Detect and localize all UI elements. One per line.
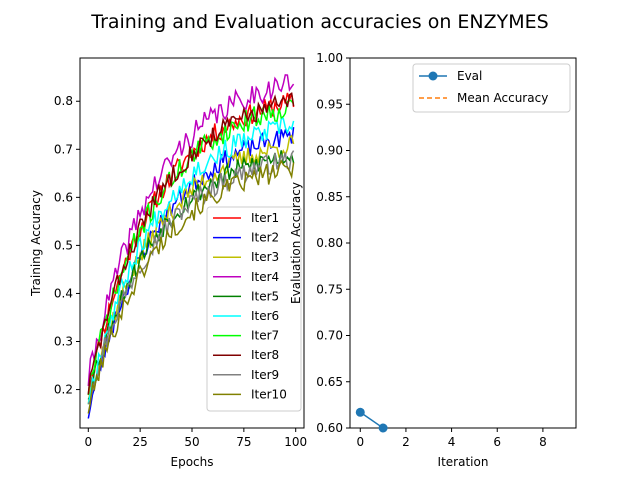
y-tick-label: 0.75 (316, 282, 343, 296)
evaluation-legend: Eval Mean Accuracy (412, 63, 571, 113)
legend-box (412, 63, 571, 113)
legend-label: Iter5 (251, 289, 279, 303)
y-tick-label: 1.00 (316, 51, 343, 65)
legend-label: Iter10 (251, 387, 287, 401)
x-tick-label: 0 (84, 435, 92, 449)
x-tick-label: 2 (402, 435, 410, 449)
y-tick-label: 0.90 (316, 144, 343, 158)
y-tick-label: 0.80 (316, 236, 343, 250)
legend-label: Iter4 (251, 270, 279, 284)
y-tick-label: 0.8 (54, 94, 73, 108)
eval-line (359, 411, 384, 429)
legend-label: Iter7 (251, 329, 279, 343)
legend-box (206, 206, 302, 412)
evaluation-y-ticks: 0.60 0.65 0.70 0.75 0.80 0.85 0.90 0.95 1.00 (316, 51, 350, 435)
x-tick-label: 6 (493, 435, 501, 449)
series-line-iter4 (87, 74, 295, 386)
x-tick-label: 50 (184, 435, 199, 449)
y-tick-label: 0.85 (316, 190, 343, 204)
legend-label: Iter2 (251, 231, 279, 245)
legend-marker (428, 71, 438, 81)
evaluation-lines (355, 407, 388, 433)
training-x-ticks: 0 25 50 75 100 (84, 428, 307, 449)
training-x-label: Epochs (171, 455, 214, 469)
y-tick-label: 0.95 (316, 97, 343, 111)
x-tick-label: 0 (356, 435, 364, 449)
legend-label: Iter8 (251, 348, 279, 362)
training-y-label: Training Accuracy (29, 190, 43, 297)
legend-label: Iter6 (251, 309, 279, 323)
evaluation-axes-frame (349, 57, 577, 429)
legend-label: Iter3 (251, 250, 279, 264)
series-line-iter10 (87, 159, 295, 414)
evaluation-x-label: Iteration (438, 455, 489, 469)
series-line-iter6 (87, 117, 295, 405)
training-legend: Iter1 Iter2 Iter3 Iter4 Iter5 Iter6 Iter7 Iter8… (206, 206, 302, 412)
y-tick-label: 0.2 (54, 383, 73, 397)
figure-title: Training and Evaluation accuracies on EN… (90, 11, 548, 33)
y-tick-label: 0.4 (54, 286, 73, 300)
series-line-iter3 (87, 134, 295, 405)
evaluation-y-label: Evaluation Accuracy (289, 182, 303, 304)
y-tick-label: 0.70 (316, 329, 343, 343)
training-y-ticks: 0.2 0.3 0.4 0.5 0.6 0.7 0.8 (54, 94, 80, 397)
x-tick-label: 100 (284, 435, 307, 449)
legend-label: Iter1 (251, 211, 279, 225)
y-tick-label: 0.65 (316, 375, 343, 389)
x-tick-label: 8 (539, 435, 547, 449)
legend-label: Iter9 (251, 368, 279, 382)
training-lines (87, 74, 295, 419)
eval-point (355, 407, 365, 417)
x-tick-label: 25 (133, 435, 148, 449)
x-tick-label: 4 (448, 435, 456, 449)
legend-label: Mean Accuracy (457, 91, 548, 105)
x-tick-label: 75 (236, 435, 251, 449)
evaluation-accuracy-axes: 0 2 4 6 8 0.60 0.65 0.70 0.75 0.80 0.85 0.90 0.95 1.… (289, 51, 577, 469)
eval-point (378, 423, 388, 433)
training-accuracy-axes: 0 25 50 75 100 0.20.30.40.50.60.70.8 Epochs … (29, 57, 307, 469)
y-tick-label: 0.60 (316, 421, 343, 435)
y-tick-label: 0.5 (54, 238, 73, 252)
y-tick-label: 0.6 (54, 190, 73, 204)
series-line-iter9 (87, 150, 295, 405)
evaluation-x-ticks: 0 2 4 6 8 (356, 428, 547, 449)
y-tick-label: 0.7 (54, 142, 73, 156)
legend-label: Eval (457, 69, 482, 83)
y-tick-label: 0.3 (54, 335, 73, 349)
series-line-iter8 (87, 92, 295, 395)
